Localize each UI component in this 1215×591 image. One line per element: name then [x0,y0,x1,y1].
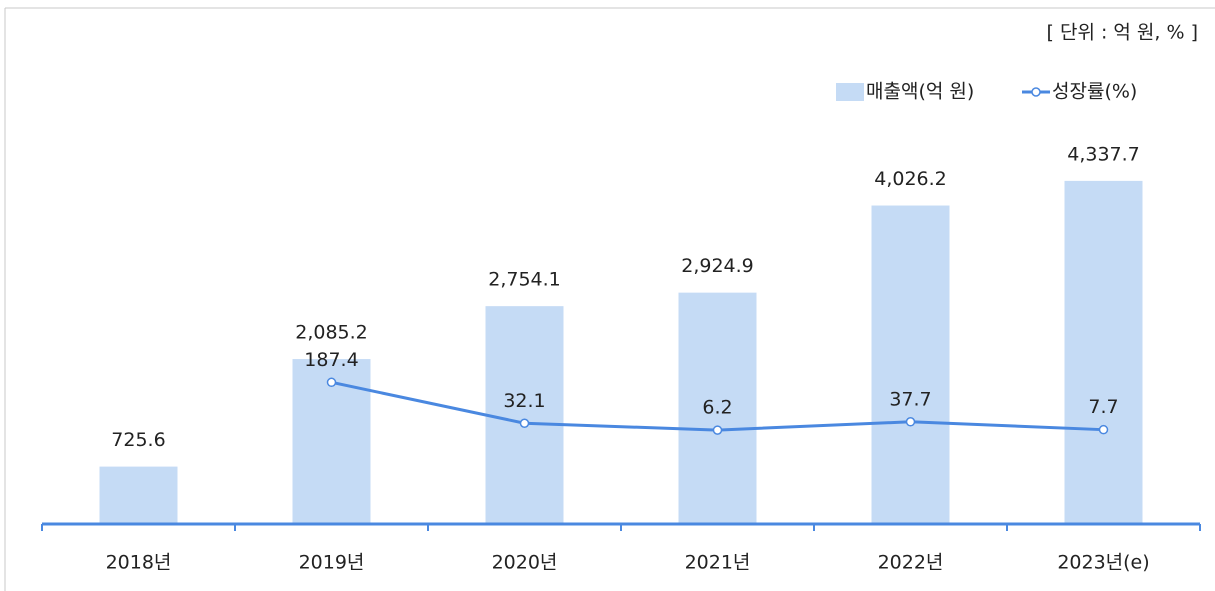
bar-value-label: 2,754.1 [488,269,561,291]
x-tick-label: 2022년 [878,552,944,574]
bar-value-label: 725.6 [111,429,165,451]
x-tick-label: 2020년 [492,552,558,574]
line-value-label: 187.4 [304,349,358,371]
legend-swatch [836,83,864,101]
x-tick-label: 2019년 [299,552,365,574]
line-point [712,425,723,435]
unit-note: [ 단위 : 억 원, % ] [1047,22,1198,44]
legend-marker [1031,87,1041,97]
line-value-label: 7.7 [1088,396,1118,418]
x-tick-label: 2021년 [685,552,751,574]
line-point [1098,424,1109,435]
bar-value-label: 2,924.9 [681,255,754,277]
line-point [326,377,337,388]
bar-value-label: 4,026.2 [874,168,947,190]
x-tick-label: 2023년(e) [1057,552,1149,574]
bar [1064,180,1143,524]
line-point [905,417,916,427]
bar [99,466,178,524]
bar-value-label: 2,085.2 [295,322,368,344]
line-value-label: 32.1 [503,390,545,412]
line-value-label: 37.7 [889,388,931,410]
bar [485,306,564,524]
line-value-label: 6.2 [702,397,732,419]
line-point [519,418,530,429]
bar [678,292,757,524]
bar [871,205,950,524]
x-tick-label: 2018년 [106,552,172,574]
bar-value-label: 4,337.7 [1067,143,1140,165]
legend-label: 성장률(%) [1052,81,1137,103]
legend-label: 매출액(억 원) [866,81,974,103]
